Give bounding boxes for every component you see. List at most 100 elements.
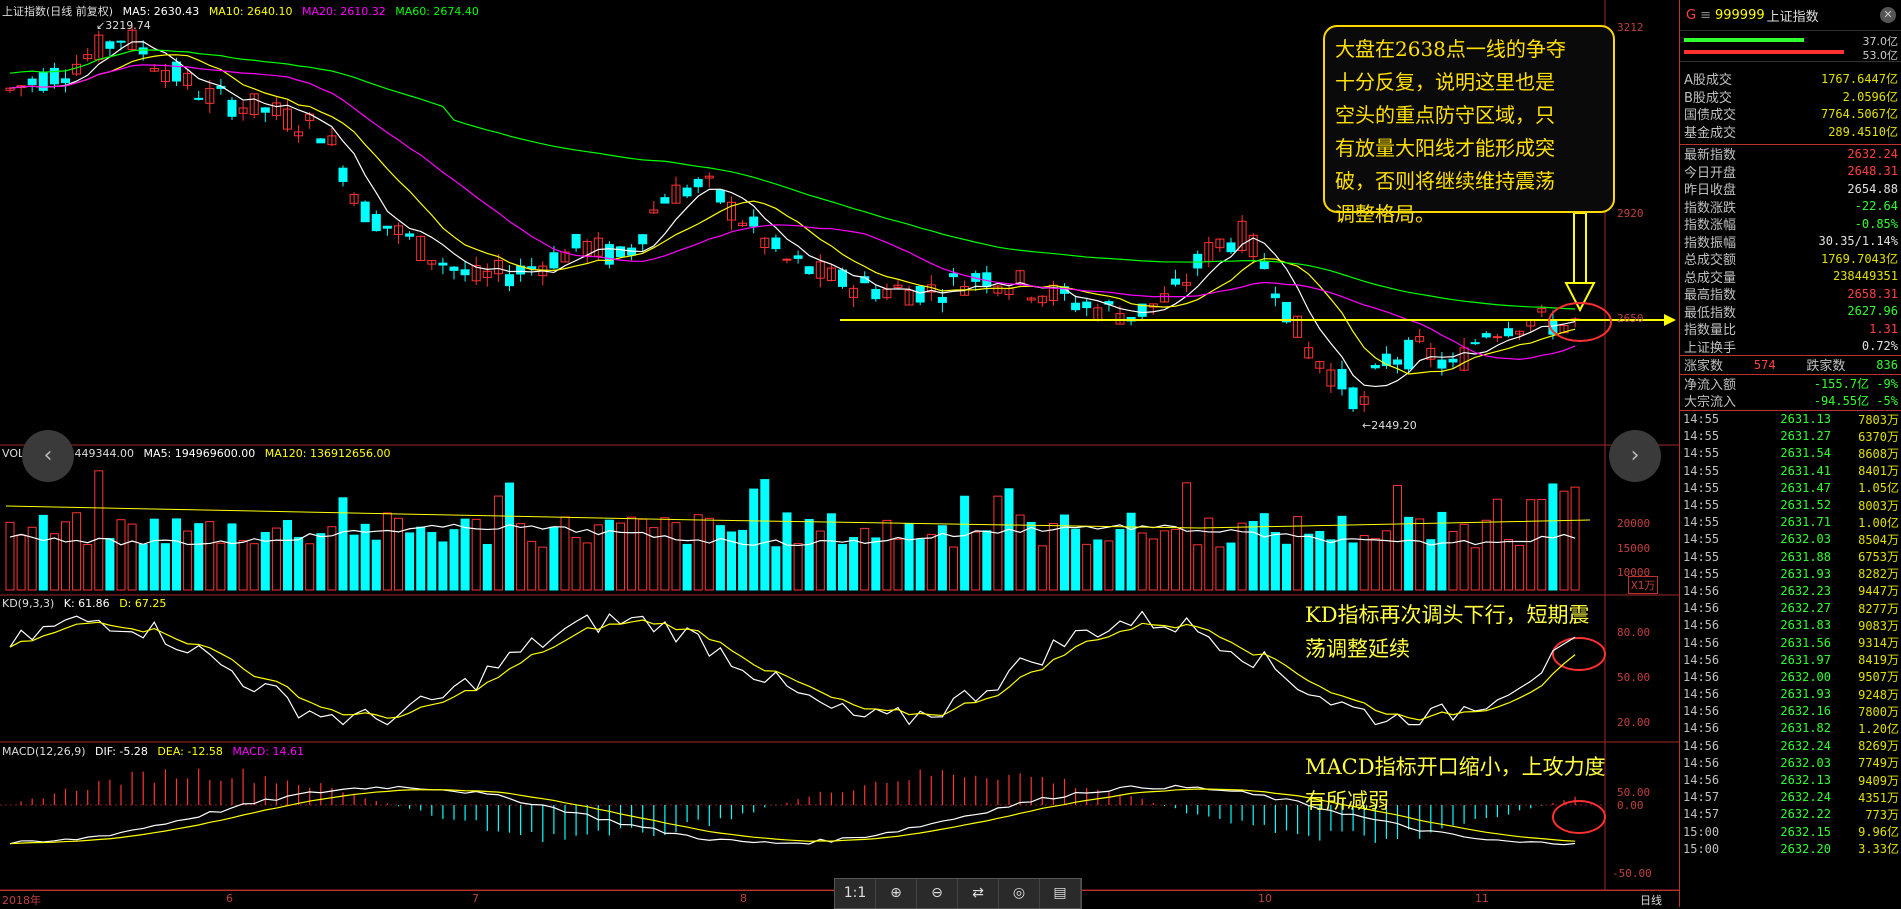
flow-row: 净流入额 -155.7亿 -9% xyxy=(1680,375,1901,393)
volume-bar-up xyxy=(16,534,26,591)
candle-down xyxy=(1082,301,1092,309)
tick-volume: 7803万 xyxy=(1858,412,1899,427)
tick-list[interactable]: 14:55 2631.13 7803万 14:55 2631.27 6370万 14:55 2… xyxy=(1680,411,1901,858)
macd-dea: DEA: -12.58 xyxy=(157,745,223,758)
tick-volume: 9083万 xyxy=(1858,618,1899,633)
volume-bar-up xyxy=(1204,517,1214,591)
tick-volume: 8003万 xyxy=(1858,498,1899,513)
volume-bar-down xyxy=(904,523,914,591)
kd-name: KD(9,3,3) xyxy=(2,597,55,610)
volume-bar-down xyxy=(738,529,748,591)
tick-row: 14:55 2631.47 1.05亿 xyxy=(1680,479,1901,496)
stat-value: -0.85% xyxy=(1854,216,1898,231)
tick-price: 2632.24 xyxy=(1780,790,1831,805)
candle-down xyxy=(1137,303,1147,317)
candle-up xyxy=(294,131,304,137)
tick-time: 14:56 xyxy=(1683,704,1720,719)
kd-header: KD(9,3,3) K: 61.86 D: 67.25 xyxy=(2,597,172,610)
tick-price: 2631.47 xyxy=(1780,480,1831,495)
candle-up xyxy=(249,93,259,116)
candle-down xyxy=(1071,302,1081,311)
volume-bar-down xyxy=(760,479,770,591)
stat-label: 今日开盘 xyxy=(1684,165,1737,181)
candlestick-chart[interactable] xyxy=(0,0,1679,907)
fund-flow-block: 净流入额 -155.7亿 -9% 大宗流入 -94.55亿 -5% xyxy=(1680,375,1901,411)
volume-bar-down xyxy=(1226,542,1236,591)
tick-row: 14:55 2631.41 8401万 xyxy=(1680,462,1901,479)
volume-bar-down xyxy=(160,543,170,591)
volume-bar-up xyxy=(382,512,392,591)
volume-bar-down xyxy=(1126,512,1136,591)
candle-up xyxy=(1182,282,1192,286)
candle-down xyxy=(749,216,759,227)
candle-down xyxy=(1282,301,1291,323)
volume-bar-down xyxy=(549,526,559,591)
tick-time: 14:57 xyxy=(1683,807,1720,822)
candle-down xyxy=(116,40,126,43)
volume-bar-up xyxy=(638,518,648,591)
ratio-bars: 37.0亿 53.0亿 xyxy=(1680,31,1901,62)
stat-label: 总成交额 xyxy=(1684,253,1737,269)
tick-volume: 8504万 xyxy=(1858,532,1899,547)
volume-bar-up xyxy=(1481,519,1491,591)
pan-icon[interactable]: ⇄ xyxy=(958,879,999,908)
menu-icon[interactable]: ≡ xyxy=(1700,7,1711,23)
tick-row: 14:56 2632.03 7749万 xyxy=(1680,754,1901,771)
main-annotation-box: 大盘在2638点一线的争夺 十分反复，说明这里也是 空头的重点防守区域，只 有放… xyxy=(1323,25,1615,226)
ma60-line xyxy=(9,49,1576,310)
stat-label: 指数量比 xyxy=(1684,323,1737,339)
zoom-in-icon[interactable]: ⊕ xyxy=(876,879,917,908)
volume-bar-up xyxy=(693,514,703,591)
up-count-label: 涨家数 xyxy=(1684,359,1724,375)
volume-bar-up xyxy=(1370,538,1380,591)
candle-up xyxy=(127,29,137,51)
tick-time: 14:55 xyxy=(1683,532,1720,547)
volume-bar-down xyxy=(1326,539,1336,591)
macd-name: MACD(12,26,9) xyxy=(2,745,86,758)
tick-row: 14:56 2631.82 1.20亿 xyxy=(1680,720,1901,737)
volume-bar-down xyxy=(316,533,326,591)
volume-bar-down xyxy=(838,544,847,591)
candle-down xyxy=(616,246,625,258)
volume-bar-down xyxy=(1071,528,1081,591)
chevron-left-icon[interactable]: ‹ xyxy=(22,430,74,482)
candle-up xyxy=(1459,347,1469,371)
candle-down xyxy=(449,266,459,271)
volume-bar-down xyxy=(438,541,448,591)
tick-volume: 1.05亿 xyxy=(1858,481,1899,496)
volume-bar-up xyxy=(1148,538,1158,591)
stat-row: 最新指数 2632.24 xyxy=(1680,145,1901,164)
volume-bar-down xyxy=(871,537,881,591)
macd-axis-minus50: -50.00 xyxy=(1612,867,1652,880)
tick-row: 14:56 2632.24 8269万 xyxy=(1680,737,1901,754)
volume-bar-down xyxy=(1004,488,1014,591)
stat-value: 1.31 xyxy=(1869,321,1898,336)
candle-up xyxy=(704,175,714,179)
volume-bar-down xyxy=(149,518,159,591)
macd-dif-line xyxy=(9,784,1576,846)
volume-bar-down xyxy=(138,544,148,591)
ma5-label: MA5: 2630.43 xyxy=(122,5,200,18)
candle-up xyxy=(904,289,914,306)
panel-title: G ≡ 999999 上证指数 ✕ xyxy=(1680,0,1901,31)
locate-icon[interactable]: ◎ xyxy=(999,879,1040,908)
zoom-out-icon[interactable]: ⊖ xyxy=(917,879,958,908)
close-icon[interactable]: ✕ xyxy=(1880,7,1896,23)
chevron-right-icon[interactable]: › xyxy=(1609,430,1661,482)
volume-bar-down xyxy=(1337,515,1347,591)
volume-bar-up xyxy=(593,524,603,591)
reset-zoom-button[interactable]: 1:1 xyxy=(835,879,876,908)
candle-down xyxy=(316,138,326,144)
stat-value: 238449351 xyxy=(1832,269,1898,284)
period-label[interactable]: 日线 xyxy=(1640,894,1662,907)
save-icon[interactable]: ▤ xyxy=(1040,879,1081,908)
tick-time: 14:56 xyxy=(1683,773,1720,788)
tick-time: 14:56 xyxy=(1683,601,1720,616)
volume-axis-15000: 15000 xyxy=(1617,542,1651,555)
tick-row: 14:55 2631.71 1.00亿 xyxy=(1680,514,1901,531)
volume-bar-up xyxy=(1015,514,1025,591)
chart-area[interactable]: 上证指数(日线 前复权) MA5: 2630.43 MA10: 2640.10 … xyxy=(0,0,1679,909)
tick-row: 14:56 2631.93 9248万 xyxy=(1680,686,1901,703)
volume-bar-up xyxy=(815,530,825,591)
volume-bar-down xyxy=(194,523,204,591)
